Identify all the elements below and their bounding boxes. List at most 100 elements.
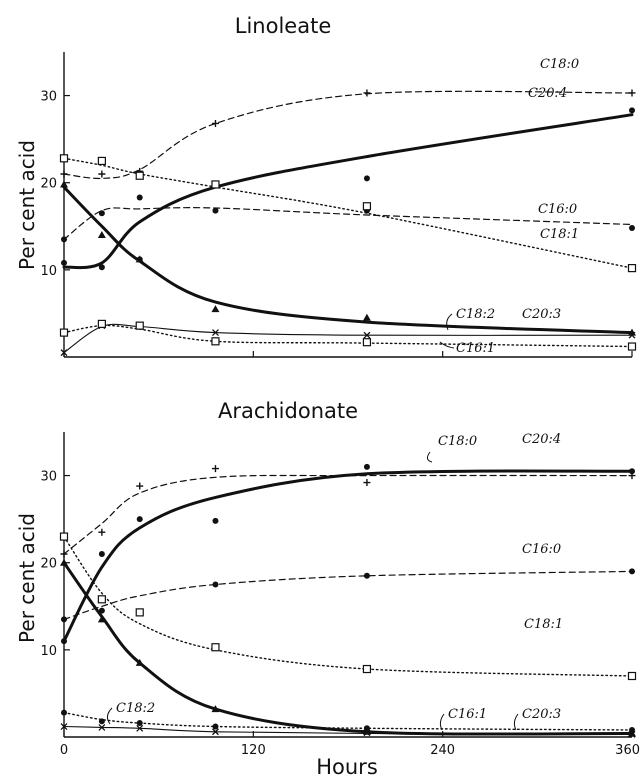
series-label-c18-2: C18:2 [116,701,155,716]
series-label-c16-0: C16:0 [538,202,577,217]
data-point-c16-1 [211,337,220,346]
data-point-c20-3 [212,329,219,337]
c18-0-leader [426,451,433,463]
data-point-c16-1 [627,342,637,351]
series-label-c18-0: C18:0 [540,57,579,72]
data-point-c16-0 [98,210,105,217]
series-line-c16-1 [63,324,633,348]
data-point-c18-0 [211,465,219,473]
data-point-c16-0 [61,236,67,243]
data-point-c20-3 [628,331,636,339]
x-tick-label: 240 [430,743,455,758]
data-point-c16-0 [212,581,219,588]
linoleate-y-axis-label: Per cent acid [15,140,39,270]
series-line-c16-1 [63,711,633,731]
series-label-c20-4: C20:4 [522,432,561,447]
data-point-c20-3 [212,728,219,736]
data-point-c18-2 [135,255,144,263]
data-point-c18-2 [97,615,106,623]
c16-1-leader [439,341,455,349]
series-line-c18-1 [63,535,633,677]
linoleate-y-ticks: 10 20 30 [40,90,70,279]
series-line-c16-0 [63,207,633,240]
series-line-c18-0 [63,90,633,180]
linoleate-title: Linoleate [235,14,331,38]
data-point-c20-4 [136,516,143,523]
data-point-c20-4 [98,551,105,557]
data-point-c18-2 [97,231,106,238]
data-point-c16-0 [363,572,370,579]
data-point-c20-4 [629,107,635,114]
y-tick-label: 30 [40,90,57,105]
data-point-c18-1 [135,608,144,617]
series-label-c18-2: C18:2 [456,307,495,322]
series-line-c18-2 [62,185,634,335]
data-point-c18-2 [362,313,371,321]
series-c18-0 [60,89,636,180]
data-point-c20-4 [61,259,67,266]
data-point-c20-3 [136,724,144,732]
arachidonate-panel: Arachidonate Per cent acid 10 20 30 C18:0 … [15,399,637,738]
series-c20-4 [61,463,635,645]
data-point-c16-1 [98,718,105,725]
data-point-c18-0 [628,89,636,97]
x-tick-label: 0 [60,743,68,758]
data-point-c18-1 [211,180,220,189]
series-c20-3 [60,322,636,357]
data-point-c20-4 [629,468,635,475]
series-c18-1 [59,154,637,273]
arachidonate-y-axis-label: Per cent acid [15,513,39,643]
data-point-c18-0 [211,119,219,127]
data-point-c18-1 [135,171,144,180]
series-line-c18-1 [63,157,633,269]
series-c18-1 [59,532,637,681]
x-axis-label: Hours [316,755,378,779]
data-point-c16-0 [212,207,219,214]
data-point-c18-2 [135,658,144,666]
data-point-c18-2 [60,558,68,566]
series-c20-4 [61,107,635,271]
data-point-c20-3 [60,723,68,731]
series-label-c16-1: C16:1 [456,341,495,356]
series-c16-1 [61,709,635,734]
series-label-c20-3: C20:3 [522,307,561,322]
data-point-c18-1 [211,643,220,652]
data-point-c18-0 [98,170,106,178]
series-label-c18-1: C18:1 [524,617,563,632]
data-point-c20-4 [363,463,370,470]
arachidonate-series-labels: C18:0 C20:4 C16:0 C18:1 C18:2 C16:1 C20:… [106,432,563,731]
data-point-c16-1 [97,319,106,328]
series-c18-0 [60,465,636,558]
data-point-c18-1 [362,664,372,674]
y-tick-label: 20 [40,557,57,572]
series-label-c16-0: C16:0 [522,542,561,557]
data-point-c18-2 [60,180,68,188]
y-tick-label: 10 [40,264,57,279]
y-tick-label: 10 [40,644,57,659]
series-label-c18-1: C18:1 [540,227,579,242]
data-point-c18-1 [97,595,106,604]
data-point-c18-0 [60,550,68,558]
data-point-c16-0 [98,607,105,614]
series-label-c16-1: C16:1 [448,707,487,722]
data-point-c16-1 [59,328,69,337]
data-point-c18-1 [59,532,69,541]
data-point-c20-4 [212,517,219,524]
data-point-c18-1 [362,202,372,211]
c18-2-leader [446,313,453,331]
data-point-c18-0 [60,170,68,178]
data-point-c20-3 [363,331,371,339]
c16-1-leader [439,713,445,731]
series-label-c20-3: C20:3 [522,707,561,722]
data-point-c16-1 [212,723,219,730]
data-point-c18-1 [97,156,106,166]
x-tick-label: 120 [241,743,266,758]
data-point-c16-1 [363,725,370,732]
data-point-c16-1 [61,709,67,716]
data-point-c18-1 [627,264,637,273]
data-point-c18-0 [363,479,371,487]
linoleate-series-labels: C18:0 C20:4 C16:0 C18:1 C18:2 C20:3 C16:… [439,57,579,356]
y-tick-label: 30 [40,470,57,485]
x-axis-ticks: 0 120 240 360 [60,351,640,758]
